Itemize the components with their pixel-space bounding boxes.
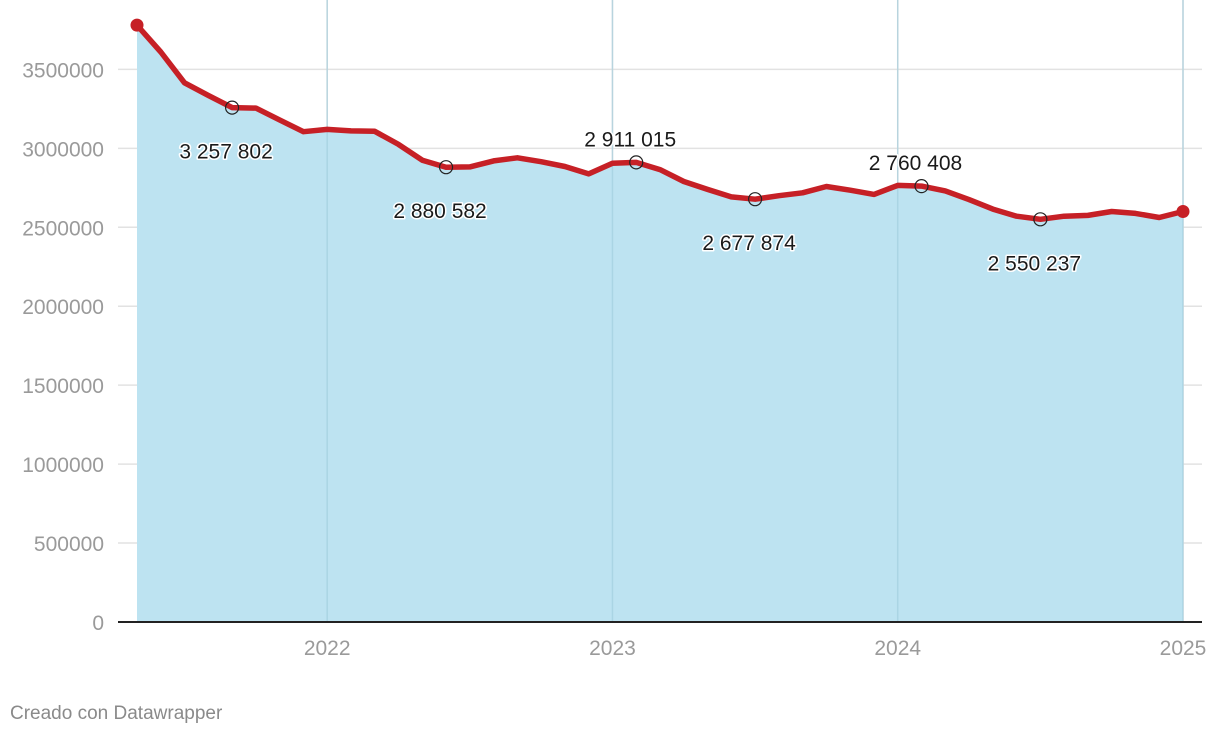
y-tick-label: 2500000	[22, 217, 104, 240]
annotation-marker	[1033, 212, 1048, 227]
area-fill	[137, 25, 1183, 622]
x-tick-label: 2024	[874, 637, 921, 660]
series-start-point	[130, 18, 144, 32]
annotation-label: 2 677 874	[702, 232, 796, 255]
x-tick-label: 2025	[1160, 637, 1207, 660]
series-endpoints	[130, 18, 1190, 218]
x-gridlines-over-area	[326, 0, 1184, 622]
y-tick-label: 3500000	[22, 59, 104, 82]
series-end-point	[1176, 204, 1190, 218]
annotation-marker	[438, 160, 454, 175]
y-tick-label: 0	[92, 612, 104, 635]
annotation-label: 2 880 582	[393, 200, 486, 223]
y-tick-label: 500000	[34, 533, 104, 556]
annotation-marker	[914, 179, 929, 194]
x-tick-label: 2023	[589, 637, 636, 660]
annotation-label: 3 257 802	[179, 141, 272, 164]
footer-credit: Creado con Datawrapper	[10, 703, 223, 724]
annotation-marker	[629, 155, 644, 170]
annotation-labels: 3 257 802 2 880 582 2 911 015 2 677 874 2 76…	[178, 127, 1083, 277]
y-tick-label: 3000000	[22, 138, 104, 161]
x-axis-tick-labels: 2022 2023 2024 2025	[304, 637, 1207, 660]
annotation-label: 2 911 015	[584, 128, 676, 151]
annotation-label: 2 760 408	[869, 152, 962, 175]
y-tick-label: 1500000	[22, 375, 104, 398]
annotation-marker	[224, 100, 240, 115]
y-tick-label: 1000000	[22, 454, 104, 477]
annotation-markers	[224, 100, 1048, 227]
annotation-label: 2 550 237	[988, 252, 1081, 275]
x-tick-label: 2022	[304, 637, 351, 660]
y-axis-tick-labels: 0 500000 1000000 1500000 2000000 2500000 30000…	[22, 59, 104, 635]
y-tick-label: 2000000	[22, 296, 104, 319]
annotation-marker	[747, 192, 763, 207]
series-line	[134, 22, 1186, 223]
